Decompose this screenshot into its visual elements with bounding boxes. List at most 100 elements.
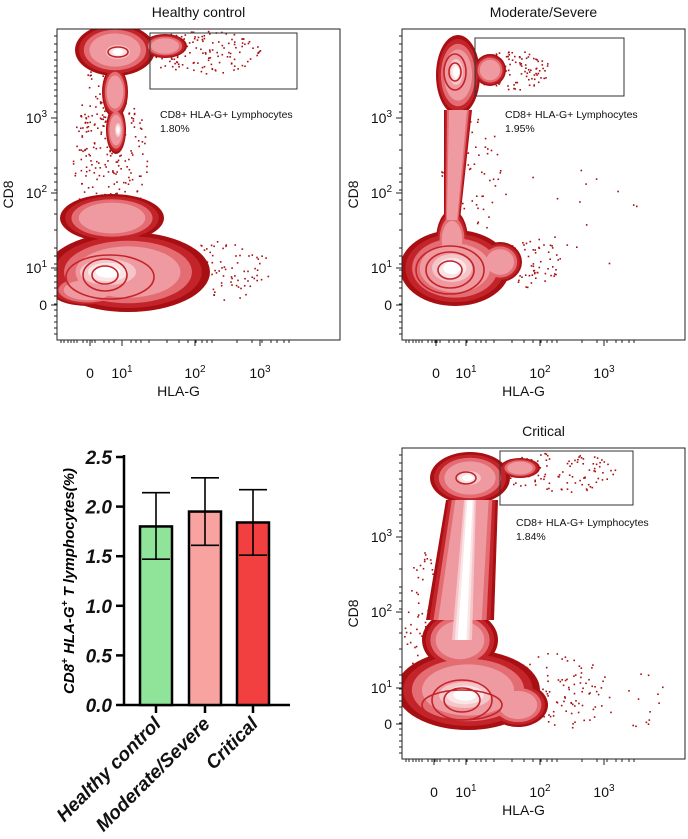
y-tick-label: 101 — [26, 259, 48, 276]
gate-percentage: 1.95% — [505, 123, 535, 135]
y-tick-label: 0 — [384, 716, 392, 732]
y-tick-label: 103 — [26, 109, 48, 126]
density-layer — [446, 110, 467, 220]
density-layer — [63, 279, 113, 301]
x-tick-label: 102 — [529, 364, 551, 381]
tick-base: 10 — [593, 365, 609, 381]
density-layer — [443, 261, 461, 275]
tick-base: 10 — [26, 110, 42, 126]
x-tick-label: 103 — [249, 364, 271, 381]
x-tick-label: 0 — [86, 365, 94, 381]
tick-exponent: 1 — [41, 259, 47, 270]
tick-exponent: 2 — [386, 603, 392, 614]
x-tick-label: 0 — [430, 784, 438, 800]
x-tick-label: 103 — [593, 783, 615, 800]
plot-frame — [401, 28, 686, 341]
tick-base: 10 — [249, 365, 265, 381]
plot-title: Moderate/Severe — [490, 4, 598, 20]
density-layer — [112, 48, 124, 56]
y-label-part: T lymphocytes(%) — [61, 468, 78, 601]
tick-base: 0 — [430, 784, 438, 800]
gate-rectangle — [474, 37, 625, 97]
x-tick-label: 101 — [455, 364, 477, 381]
tick-base: 0 — [432, 365, 440, 381]
x-tick-label: 102 — [184, 364, 206, 381]
x-axis-label: HLA-G — [502, 802, 545, 818]
plot-frame — [56, 28, 341, 341]
y-label-part: + — [60, 600, 71, 606]
bar-y-axis-label: CD8+ HLA-G+ T lymphocytes(%) — [60, 468, 78, 694]
tick-base: 10 — [26, 260, 42, 276]
gate-label: CD8+ HLA-G+ Lymphocytes — [516, 517, 649, 529]
tick-base: 10 — [26, 185, 42, 201]
y-axis-label: CD8 — [0, 180, 16, 208]
tick-base: 10 — [111, 365, 127, 381]
x-tick-label: 102 — [529, 783, 551, 800]
y-tick-label: 101 — [371, 679, 393, 696]
tick-exponent: 1 — [127, 364, 133, 375]
y-tick-label: 103 — [371, 109, 393, 126]
density-layer — [462, 474, 474, 482]
density-layer — [507, 461, 533, 475]
density-layer — [150, 38, 180, 54]
flow-plot-moderate-severe: CD8+ HLA-G+ Lymphocytes 1.95% Moderate/Sev… — [345, 4, 686, 399]
density-layer — [479, 59, 501, 81]
category-label: Critical — [202, 713, 263, 774]
tick-exponent: 2 — [41, 184, 47, 195]
density-contour — [82, 258, 128, 292]
y-tick-label: 102 — [371, 184, 393, 201]
density-contour — [415, 245, 485, 295]
density-contour — [455, 471, 477, 485]
y-axis: 0 101 102 103 — [371, 35, 402, 335]
density-contour — [425, 251, 475, 289]
y-tick-label: 102 — [26, 184, 48, 201]
y-tick-label: 103 — [371, 528, 393, 545]
density-layer — [106, 75, 124, 109]
density-contour — [91, 265, 119, 285]
tick-base: 10 — [371, 110, 387, 126]
x-axis: 0 101 102 103 — [405, 759, 635, 800]
density-contour — [437, 260, 463, 280]
density-contour — [107, 46, 129, 58]
gate-rectangle — [149, 32, 298, 90]
tick-base: 10 — [371, 529, 387, 545]
plot-title: Critical — [522, 423, 565, 439]
tick-exponent: 3 — [265, 364, 271, 375]
gate-label: CD8+ HLA-G+ Lymphocytes — [505, 109, 638, 121]
y-tick-label: 2.5 — [85, 448, 113, 469]
density-layer — [78, 202, 146, 234]
tick-base: 10 — [184, 365, 200, 381]
y-axis-label: CD8 — [345, 180, 361, 208]
tick-exponent: 2 — [545, 364, 551, 375]
x-tick-label: 103 — [593, 364, 615, 381]
tick-exponent: 3 — [609, 783, 615, 794]
tick-base: 0 — [86, 365, 94, 381]
tick-base: 0 — [384, 297, 392, 313]
tick-exponent: 3 — [41, 109, 47, 120]
y-tick-label: 102 — [371, 603, 393, 620]
y-tick-label: 0 — [39, 297, 47, 313]
x-axis: 0 101 102 103 — [60, 340, 290, 381]
density-layer — [452, 66, 460, 78]
density-contour — [443, 687, 481, 713]
tick-exponent: 2 — [200, 364, 206, 375]
tick-base: 0 — [384, 716, 392, 732]
x-tick-label: 101 — [111, 364, 133, 381]
tick-base: 10 — [455, 784, 471, 800]
x-axis: 0 101 102 103 — [405, 340, 635, 381]
density-contour — [448, 62, 462, 82]
gate-label: CD8+ HLA-G+ Lymphocytes — [160, 109, 293, 121]
tick-exponent: 3 — [386, 528, 392, 539]
plot-frame — [401, 447, 686, 760]
gate-percentage: 1.84% — [516, 531, 546, 543]
y-label-part: + — [60, 658, 71, 664]
tick-base: 10 — [529, 784, 545, 800]
y-tick-label: 0 — [384, 297, 392, 313]
y-label-part: HLA-G — [61, 606, 78, 658]
y-tick-label: 101 — [371, 259, 393, 276]
tick-base: 10 — [371, 185, 387, 201]
y-axis-label: CD8 — [345, 599, 361, 627]
